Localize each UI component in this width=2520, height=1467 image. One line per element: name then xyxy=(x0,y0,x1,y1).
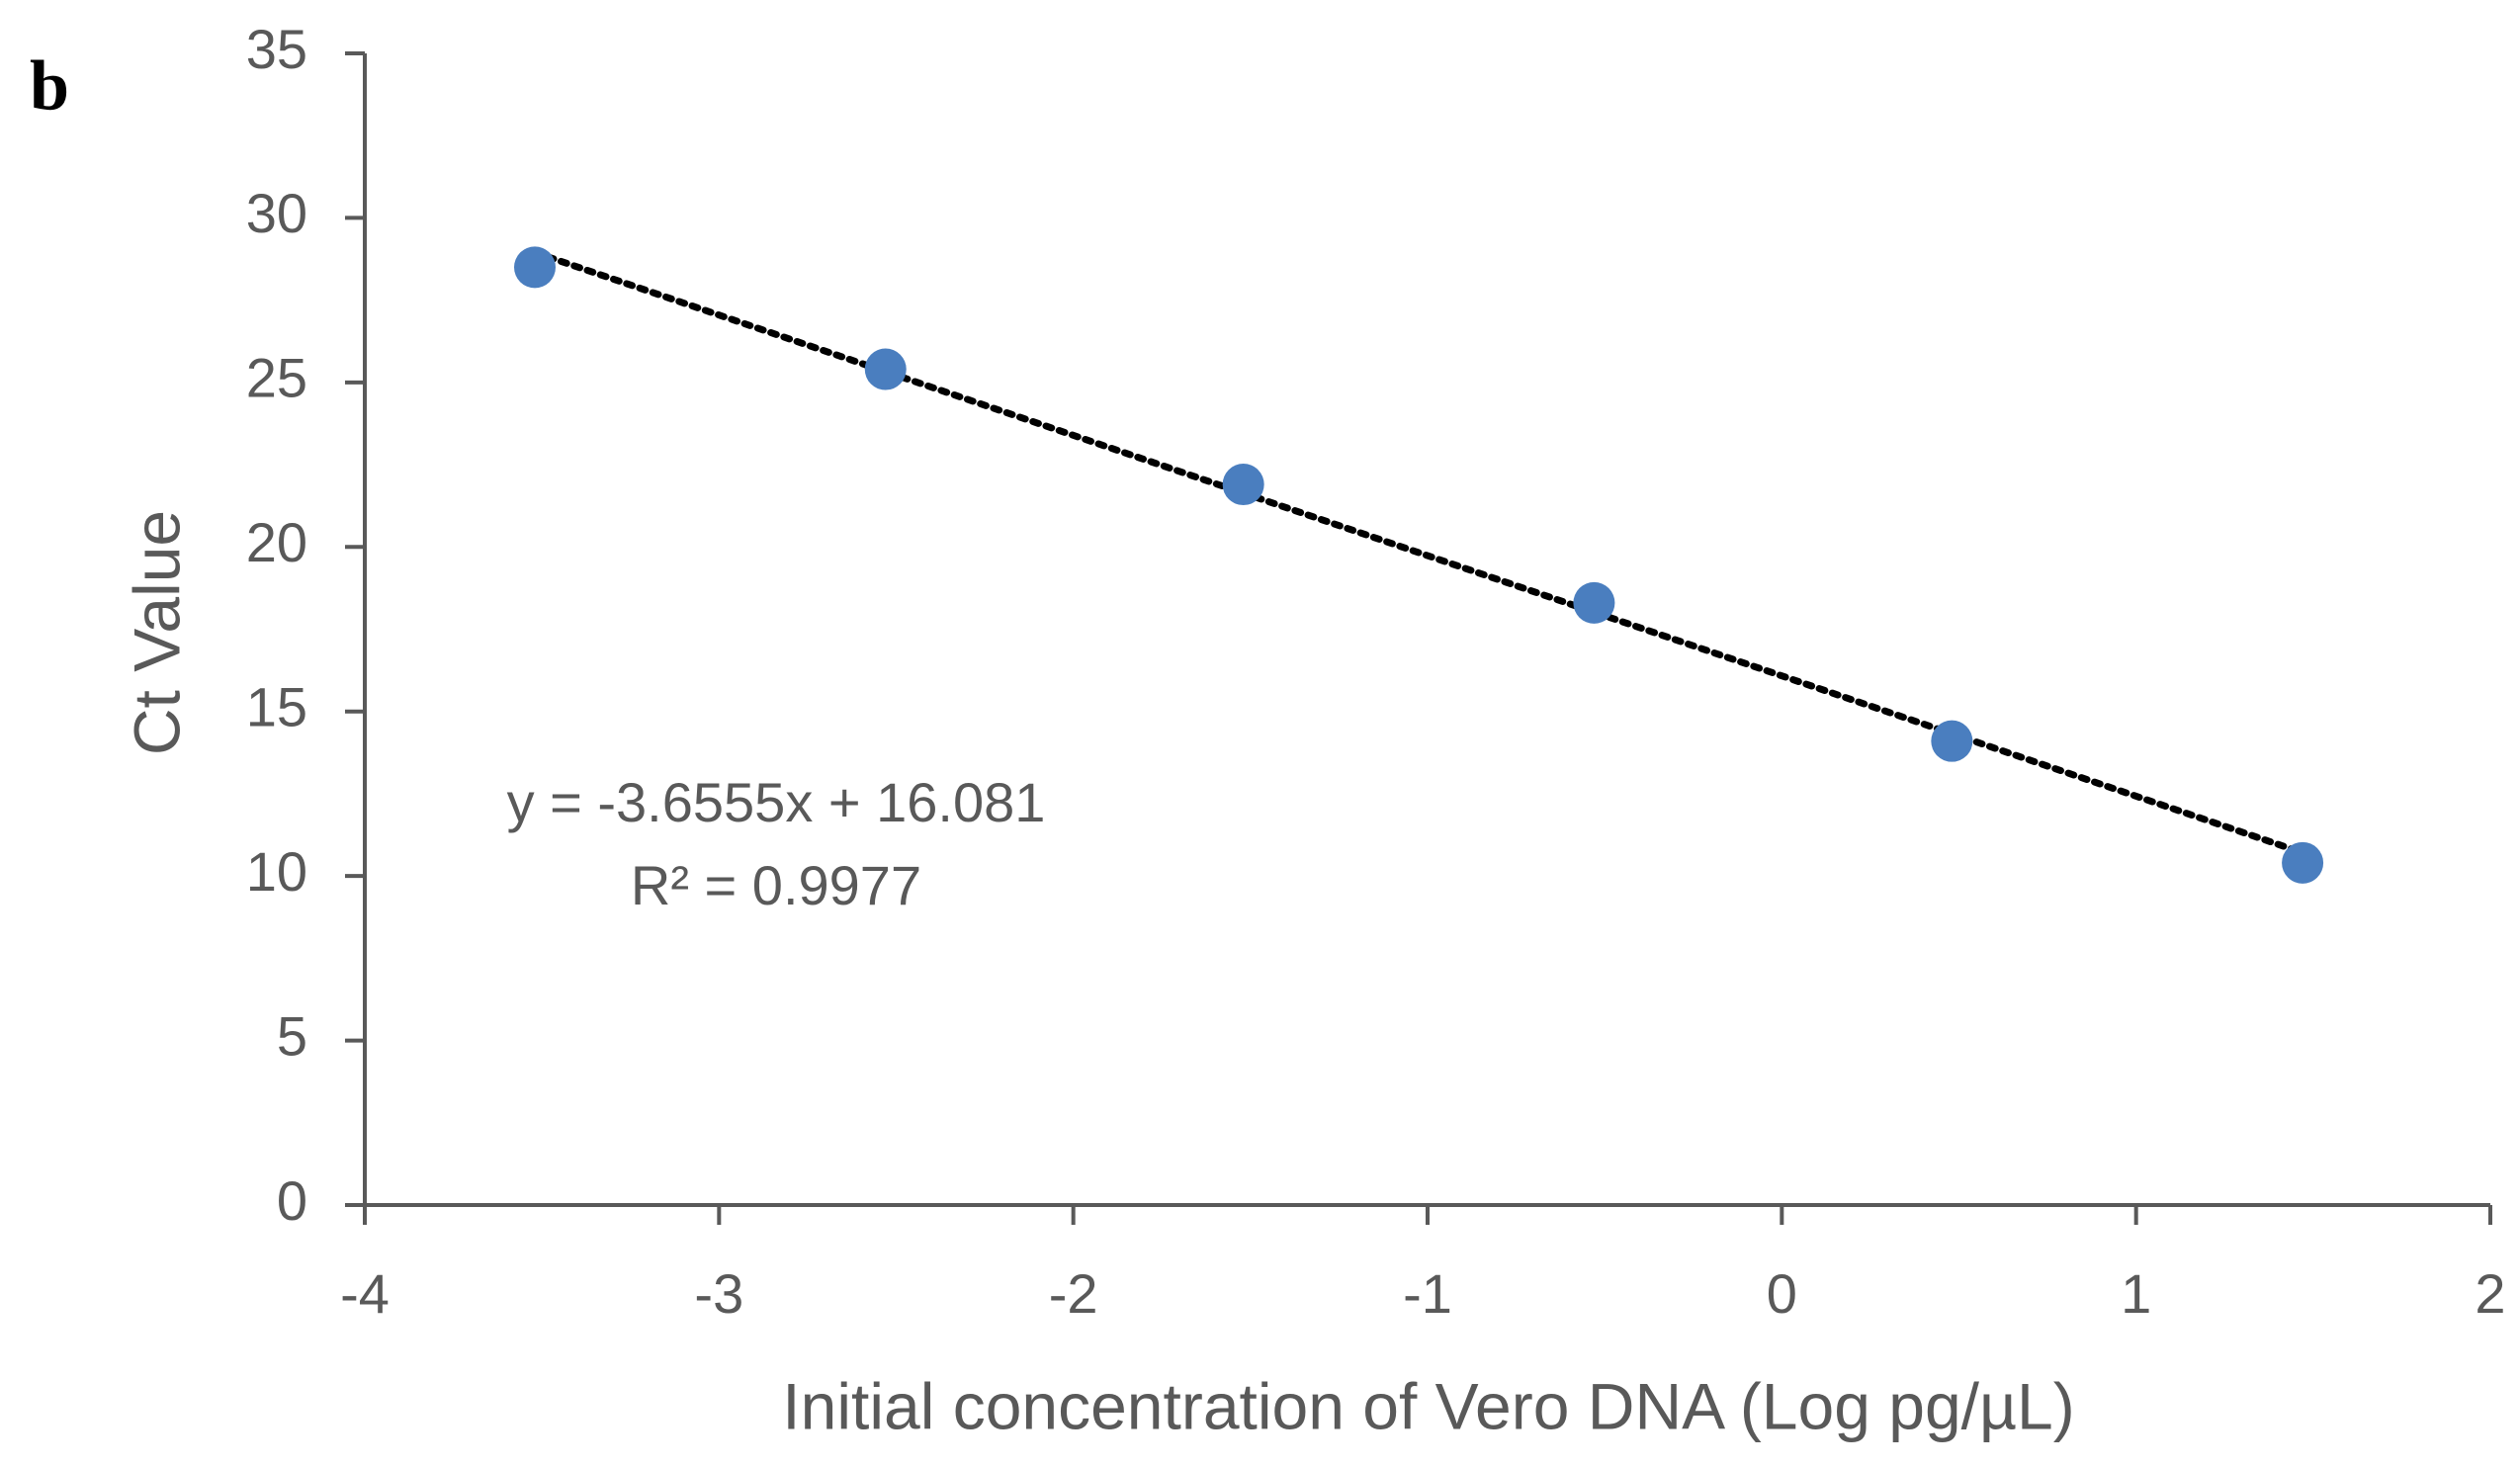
y-tick-label: 10 xyxy=(246,840,307,903)
y-axis-title: Ct Value xyxy=(120,510,193,755)
y-tick-label: 15 xyxy=(246,676,307,738)
panel-label: b xyxy=(30,46,69,126)
y-tick-label: 30 xyxy=(246,182,307,244)
x-tick-label: -4 xyxy=(340,1262,390,1325)
data-point xyxy=(514,246,556,289)
trendline xyxy=(531,248,2306,857)
data-point xyxy=(1931,720,1973,762)
y-tick-label: 35 xyxy=(246,18,307,80)
y-tick-label: 25 xyxy=(246,347,307,409)
x-tick-label: 0 xyxy=(1767,1262,1797,1325)
trendline-equation: y = -3.6555x + 16.081 xyxy=(507,771,1046,833)
data-point xyxy=(1222,464,1264,506)
data-point xyxy=(1573,581,1615,624)
data-point xyxy=(2282,841,2324,884)
x-tick-label: -1 xyxy=(1403,1262,1452,1325)
data-point xyxy=(864,348,907,390)
y-tick-label: 20 xyxy=(246,511,307,573)
trendline-r-squared: R² = 0.9977 xyxy=(631,854,921,916)
x-tick-label: 2 xyxy=(2475,1262,2505,1325)
x-tick-label: -2 xyxy=(1049,1262,1098,1325)
y-tick-label: 0 xyxy=(277,1169,307,1232)
y-tick-label: 5 xyxy=(277,1004,307,1067)
x-tick-label: -3 xyxy=(694,1262,743,1325)
x-tick-label: 1 xyxy=(2121,1262,2151,1325)
x-axis-title: Initial concentration of Vero DNA (Log p… xyxy=(782,1369,2074,1442)
